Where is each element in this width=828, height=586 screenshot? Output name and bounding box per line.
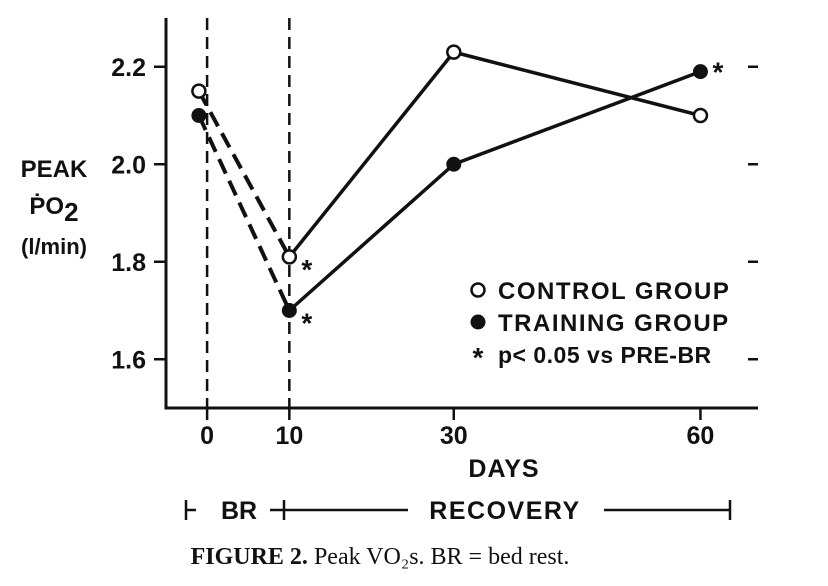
y-label-line-2: ṖO2 (29, 193, 79, 227)
phase-label-br: BR (221, 497, 257, 525)
significance-marker-3: * (712, 57, 723, 88)
series-training: ** (191, 57, 723, 339)
x-tick-label-1: 10 (275, 422, 303, 450)
y-tick-label-3: 2.2 (111, 54, 146, 82)
bed-rest-markers (205, 18, 291, 408)
legend-label-1: TRAINING GROUP (498, 310, 730, 337)
recovery-segment-1 (288, 162, 455, 312)
y-label-line-1: PEAK (20, 156, 88, 183)
series-control: * (191, 44, 709, 285)
data-point-0 (191, 108, 207, 123)
data-point-2 (446, 156, 462, 172)
legend-marker-significance: * (473, 342, 484, 373)
recovery-segment-1 (287, 51, 456, 258)
legend-label-0: CONTROL GROUP (498, 278, 730, 305)
significance-marker-1: * (301, 254, 312, 285)
recovery-segment-2 (453, 69, 702, 166)
bed-rest-segment (197, 90, 292, 258)
y-tick-label-1: 1.8 (111, 249, 146, 277)
data-point-1 (281, 249, 298, 265)
phase-bar: BR RECOVERY (184, 497, 732, 525)
legend-marker-training (470, 314, 486, 330)
figure-caption: FIGURE 2. Peak VO₂s. BR = bed rest. (0, 544, 760, 571)
series: *** (191, 44, 723, 339)
x-axis-ticks: 0 10 30 60 (200, 408, 714, 450)
legend-note: p< 0.05 vs PRE-BR (498, 342, 712, 368)
data-point-2 (446, 44, 462, 60)
phase-label-recovery: RECOVERY (429, 497, 580, 525)
data-point-0 (191, 83, 207, 99)
bed-rest-segment (197, 114, 292, 312)
y-tick-label-0: 1.6 (111, 346, 146, 374)
y-tick-label-2: 2.0 (111, 151, 146, 179)
x-tick-label-3: 60 (687, 422, 715, 450)
recovery-segment-2 (453, 50, 701, 118)
data-point-3 (692, 64, 708, 80)
figure-caption-text: Peak VO₂s. BR = bed rest. (307, 544, 570, 570)
y-label-subscript: 2 (64, 197, 79, 227)
significance-marker-1: * (301, 308, 312, 339)
data-point-3 (692, 107, 709, 124)
data-point-1 (281, 303, 297, 318)
figure-number: FIGURE 2. (190, 544, 308, 570)
legend-marker-control (470, 282, 486, 298)
x-tick-label-2: 30 (440, 422, 468, 450)
x-tick-label-0: 0 (200, 422, 214, 450)
y-axis-ticks: 1.6 1.8 2.0 2.2 (111, 54, 758, 374)
y-label-line-3: (l/min) (21, 234, 87, 259)
legend: * CONTROL GROUP TRAINING GROUP p< 0.05 vs P… (470, 278, 730, 373)
x-axis-label: DAYS (468, 455, 539, 483)
axes (164, 18, 758, 410)
